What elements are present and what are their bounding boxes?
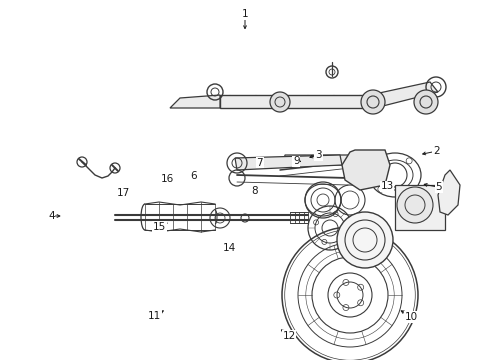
Circle shape [270,92,290,112]
Text: 8: 8 [251,186,258,196]
Polygon shape [170,95,220,108]
Text: 2: 2 [433,146,440,156]
Text: 7: 7 [256,158,263,168]
Text: 1: 1 [242,9,248,19]
Polygon shape [283,155,372,165]
Text: 14: 14 [222,243,236,253]
Text: 5: 5 [435,182,442,192]
Text: 13: 13 [380,181,394,192]
Text: 12: 12 [282,331,296,341]
Text: 15: 15 [152,222,166,232]
Polygon shape [342,150,390,190]
Polygon shape [370,82,438,108]
Text: 10: 10 [405,312,418,322]
Text: 4: 4 [48,211,55,221]
Polygon shape [235,155,342,170]
Polygon shape [220,95,370,108]
Text: 9: 9 [293,156,300,166]
Text: 17: 17 [117,188,130,198]
Text: 16: 16 [161,174,174,184]
Circle shape [414,90,438,114]
Polygon shape [395,185,445,230]
Circle shape [337,212,393,268]
Circle shape [361,90,385,114]
Circle shape [397,187,433,223]
Text: 3: 3 [315,150,322,160]
Polygon shape [438,170,460,215]
Text: 6: 6 [190,171,197,181]
Text: 11: 11 [147,311,161,321]
